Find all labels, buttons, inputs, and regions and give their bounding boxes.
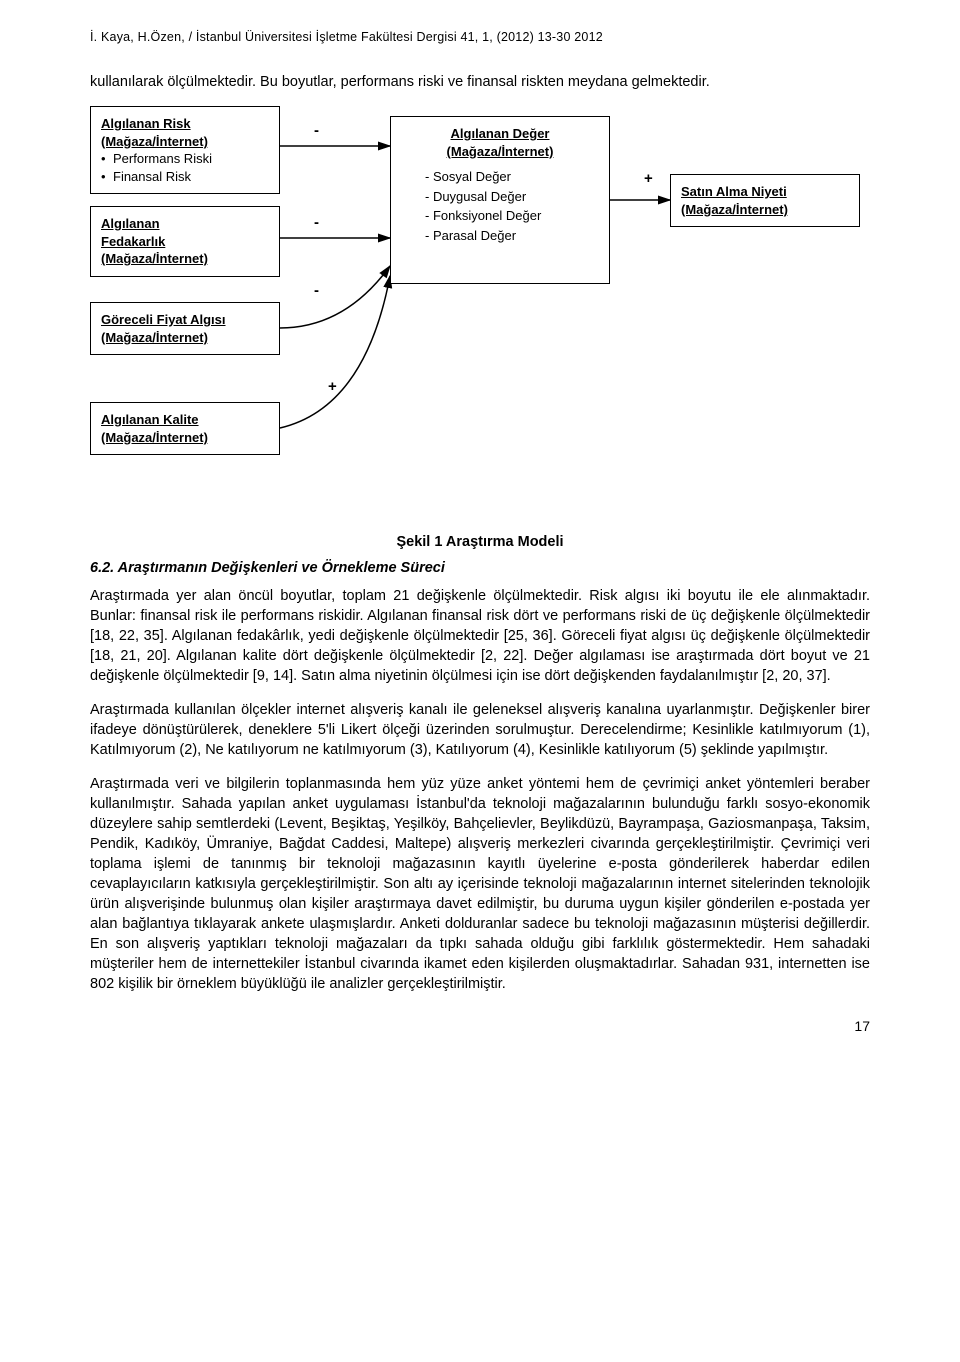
value-item: - Duygusal Değer bbox=[425, 188, 599, 206]
paper-page: İ. Kaya, H.Özen, / İstanbul Üniversitesi… bbox=[0, 0, 960, 1084]
value-item: - Fonksiyonel Değer bbox=[425, 207, 599, 225]
value-item: - Sosyal Değer bbox=[425, 168, 599, 186]
arrow-sign: - bbox=[314, 282, 319, 299]
page-number: 17 bbox=[90, 1018, 870, 1034]
value-item: - Parasal Değer bbox=[425, 227, 599, 245]
box-subtitle: (Mağaza/İnternet) bbox=[401, 143, 599, 161]
box-perceived-sacrifice: Algılanan Fedakarlık (Mağaza/İnternet) bbox=[90, 206, 280, 277]
box-title: Algılanan bbox=[101, 216, 160, 231]
section-heading: 6.2. Araştırmanın Değişkenleri ve Örnekl… bbox=[90, 560, 870, 576]
body-paragraph-2: Araştırmada kullanılan ölçekler internet… bbox=[90, 700, 870, 760]
box-relative-price: Göreceli Fiyat Algısı (Mağaza/İnternet) bbox=[90, 302, 280, 355]
intro-paragraph: kullanılarak ölçülmektedir. Bu boyutlar,… bbox=[90, 72, 870, 92]
box-title: Satın Alma Niyeti bbox=[681, 184, 787, 199]
arrow-sign: + bbox=[644, 170, 653, 187]
model-diagram: Algılanan Risk (Mağaza/İnternet) •Perfor… bbox=[90, 106, 870, 526]
figure-caption: Şekil 1 Araştırma Modeli bbox=[90, 534, 870, 550]
box-subtitle: (Mağaza/İnternet) bbox=[101, 251, 208, 266]
box-title: Algılanan Risk bbox=[101, 116, 191, 131]
arrow-sign: - bbox=[314, 122, 319, 139]
box-subtitle: (Mağaza/İnternet) bbox=[101, 430, 208, 445]
box-title: Algılanan Değer bbox=[401, 125, 599, 143]
running-header: İ. Kaya, H.Özen, / İstanbul Üniversitesi… bbox=[90, 30, 870, 44]
arrow-sign: - bbox=[314, 214, 319, 231]
box-title: Fedakarlık bbox=[101, 234, 165, 249]
box-purchase-intention: Satın Alma Niyeti (Mağaza/İnternet) bbox=[670, 174, 860, 227]
box-title: Algılanan Kalite bbox=[101, 412, 199, 427]
box-title: Göreceli Fiyat Algısı bbox=[101, 312, 226, 327]
box-subtitle: (Mağaza/İnternet) bbox=[101, 134, 208, 149]
box-perceived-quality: Algılanan Kalite (Mağaza/İnternet) bbox=[90, 402, 280, 455]
box-perceived-value: Algılanan Değer (Mağaza/İnternet) - Sosy… bbox=[390, 116, 610, 284]
box-subtitle: (Mağaza/İnternet) bbox=[681, 202, 788, 217]
box-subtitle: (Mağaza/İnternet) bbox=[101, 330, 208, 345]
body-paragraph-1: Araştırmada yer alan öncül boyutlar, top… bbox=[90, 586, 870, 686]
arrow-sign: + bbox=[328, 378, 337, 395]
body-paragraph-3: Araştırmada veri ve bilgilerin toplanmas… bbox=[90, 774, 870, 994]
box-perceived-risk: Algılanan Risk (Mağaza/İnternet) •Perfor… bbox=[90, 106, 280, 194]
box-bullet: Finansal Risk bbox=[113, 168, 191, 186]
box-bullet: Performans Riski bbox=[113, 150, 212, 168]
